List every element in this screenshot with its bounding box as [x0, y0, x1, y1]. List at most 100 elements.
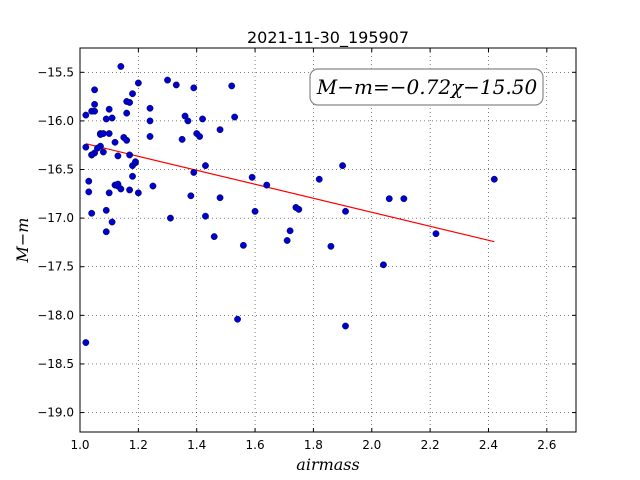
data-point	[490, 175, 498, 183]
fit-line-group	[85, 143, 495, 243]
data-point	[178, 135, 186, 143]
data-point	[228, 82, 236, 90]
x-axis-label: airmass	[296, 455, 359, 474]
x-tick-label: 2.6	[537, 438, 556, 452]
data-point	[164, 76, 171, 84]
y-tick-label: −16.0	[37, 114, 74, 128]
data-point	[134, 189, 142, 197]
data-point	[432, 230, 440, 238]
data-point	[184, 117, 192, 125]
data-point	[251, 207, 259, 215]
data-point	[216, 126, 224, 134]
data-point	[102, 206, 110, 214]
data-point	[102, 228, 110, 236]
data-point	[85, 177, 93, 185]
data-point	[91, 107, 98, 115]
data-point	[239, 241, 247, 249]
data-point	[327, 242, 335, 250]
data-point	[146, 104, 154, 112]
data-point	[342, 322, 349, 330]
data-point	[199, 115, 206, 123]
y-tick-label: −15.5	[37, 65, 74, 79]
data-point	[117, 63, 125, 70]
chart-title: 2021-11-30_195907	[247, 28, 409, 48]
data-point	[210, 233, 218, 240]
data-point	[82, 143, 90, 151]
data-point	[91, 100, 98, 108]
data-point	[283, 237, 291, 244]
x-tick-label: 2.2	[421, 438, 440, 452]
data-point	[202, 212, 209, 220]
x-tick-label: 1.8	[304, 438, 323, 452]
data-point	[82, 111, 90, 119]
data-point	[123, 109, 131, 117]
data-point	[88, 209, 96, 217]
y-axis-label: M−m	[13, 218, 32, 264]
data-point	[91, 86, 98, 94]
data-point	[102, 115, 110, 123]
data-point	[129, 90, 136, 98]
x-tick-label: 1.2	[129, 438, 148, 452]
data-points	[82, 63, 498, 346]
data-point	[146, 117, 154, 125]
data-point	[234, 315, 241, 323]
y-axis: −15.5 −16.0 −16.5 −17.0 −17.5 −18.0 −18.5 −19.0	[37, 65, 576, 420]
y-tick-label: −17.0	[37, 211, 74, 225]
data-point	[385, 195, 393, 203]
y-tick-label: −19.0	[37, 406, 74, 420]
data-point	[132, 158, 139, 166]
data-point	[146, 133, 154, 140]
y-tick-label: −18.0	[37, 308, 74, 322]
data-point	[172, 81, 180, 89]
data-point	[85, 188, 93, 196]
annotation-box: M−m=−0.72χ−15.50	[309, 68, 544, 106]
fit-equation: M−m=−0.72χ−15.50	[316, 75, 538, 99]
data-point	[126, 99, 134, 106]
x-tick-label: 2.4	[479, 438, 498, 452]
data-point	[190, 84, 198, 92]
data-point	[190, 169, 198, 176]
data-point	[315, 175, 323, 183]
data-point	[105, 130, 113, 137]
data-point	[196, 133, 204, 140]
data-point	[114, 180, 122, 188]
data-point	[231, 113, 239, 121]
data-point	[339, 162, 346, 170]
data-point	[111, 138, 119, 146]
x-tick-label: 2.0	[362, 438, 381, 452]
data-point	[88, 151, 96, 159]
data-point	[263, 181, 271, 189]
data-point	[126, 186, 134, 194]
data-point	[114, 152, 122, 160]
data-point	[123, 136, 131, 144]
data-point	[202, 162, 209, 170]
data-point	[99, 148, 107, 156]
data-point	[342, 207, 349, 215]
data-point	[129, 172, 136, 180]
data-point	[134, 79, 142, 87]
data-point	[108, 114, 116, 122]
x-tick-label: 1.6	[246, 438, 265, 452]
y-tick-label: −16.5	[37, 163, 74, 177]
y-tick-label: −18.5	[37, 357, 74, 371]
x-axis: 1.0 1.2 1.4 1.6 1.8 2.0 2.2 2.4 2.6	[70, 48, 556, 452]
data-point	[149, 182, 157, 190]
data-point	[97, 131, 104, 138]
data-point	[295, 205, 303, 213]
data-point	[82, 339, 90, 346]
x-tick-label: 1.0	[70, 438, 89, 452]
fit-line	[85, 143, 495, 243]
data-point	[187, 192, 195, 200]
data-point	[248, 173, 256, 181]
data-point	[216, 194, 224, 202]
data-point	[167, 214, 174, 222]
data-point	[380, 261, 387, 269]
x-tick-label: 1.4	[187, 438, 206, 452]
data-point	[286, 227, 294, 235]
data-point	[94, 144, 101, 152]
data-point	[400, 195, 408, 203]
data-point	[105, 105, 113, 113]
data-point	[126, 151, 134, 159]
y-tick-label: −17.5	[37, 260, 74, 274]
